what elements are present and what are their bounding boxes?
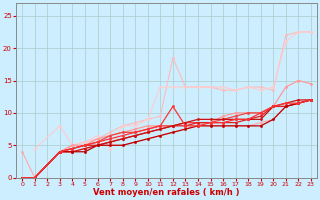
X-axis label: Vent moyen/en rafales ( km/h ): Vent moyen/en rafales ( km/h ) xyxy=(93,188,240,197)
